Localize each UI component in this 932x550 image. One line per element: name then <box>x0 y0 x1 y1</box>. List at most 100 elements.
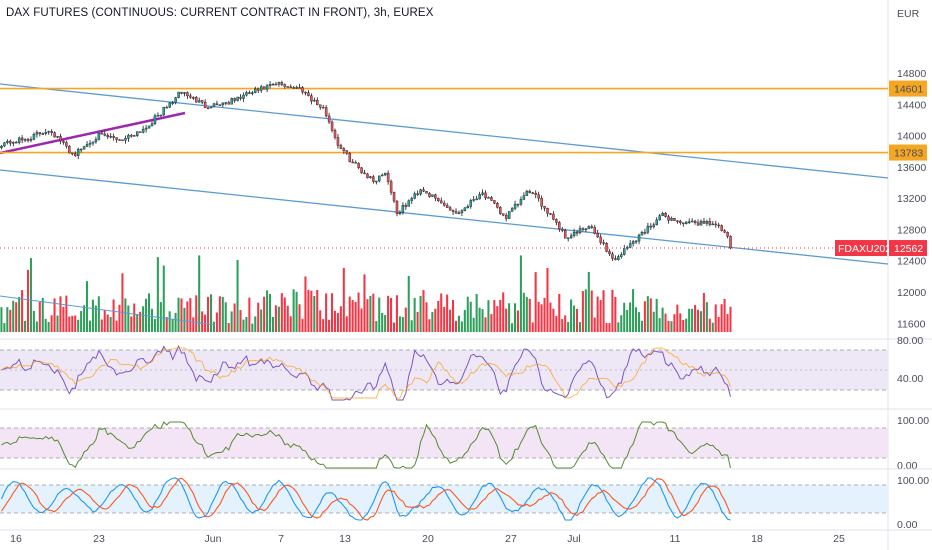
volume-bar <box>466 296 469 332</box>
candle-body <box>0 145 3 148</box>
candle-body <box>259 86 263 91</box>
candle-body <box>575 232 579 234</box>
candle-body <box>97 132 101 140</box>
candle-body <box>451 209 455 212</box>
volume-bar <box>271 317 274 332</box>
volume-bar <box>342 267 345 332</box>
volume-bar <box>564 315 567 332</box>
candle-body <box>389 181 393 193</box>
volume-bar <box>493 300 496 332</box>
oscillator-tick-label: 100.00 <box>897 475 929 487</box>
volume-bar <box>664 313 667 332</box>
candle-body <box>23 139 27 141</box>
candle-body <box>12 141 15 144</box>
volume-bar <box>286 305 289 332</box>
rsi-signal-line <box>1 347 731 399</box>
time-tick-label: 16 <box>10 533 22 545</box>
candle-body <box>655 219 658 226</box>
candle-body <box>203 102 207 109</box>
candle-body <box>690 220 694 223</box>
volume-bar <box>655 298 658 332</box>
volume-bar <box>26 269 30 332</box>
candle-body <box>209 106 213 109</box>
volume-bar <box>115 320 118 332</box>
candle-body <box>623 248 626 255</box>
candle-body <box>504 215 508 219</box>
candle-body <box>502 213 505 216</box>
candle-body <box>59 136 62 142</box>
volume-bar <box>263 296 266 332</box>
candle-body <box>32 133 36 140</box>
candle-body <box>525 190 529 196</box>
candle-body <box>699 220 703 226</box>
candle-body <box>136 131 139 136</box>
volume-bar <box>413 297 416 332</box>
candle-body <box>445 205 449 208</box>
volume-bar <box>248 297 251 332</box>
oscillator-tick-label: 40.00 <box>897 373 923 385</box>
last-price-tag <box>889 240 927 257</box>
volume-bar <box>531 322 534 332</box>
candle-body <box>378 175 381 182</box>
volume-bar <box>617 322 620 332</box>
volume-bar <box>124 298 127 332</box>
candle-body <box>121 139 124 142</box>
candle-body <box>404 205 408 207</box>
candle-body <box>693 220 697 223</box>
time-tick-label: 7 <box>278 533 284 545</box>
volume-bar <box>508 303 511 332</box>
volume-bar <box>29 258 32 332</box>
volume-bar <box>221 296 224 332</box>
candle-body <box>141 128 145 133</box>
volume-bar <box>127 305 130 332</box>
volume-bar <box>142 306 145 332</box>
volume-bar <box>351 300 354 332</box>
volume-bar <box>83 305 86 332</box>
candle-body <box>242 94 245 99</box>
support-line <box>0 111 186 155</box>
candle-body <box>584 228 588 231</box>
volume-bar <box>390 297 393 332</box>
volume-bar <box>596 296 599 332</box>
volume-bar <box>147 293 151 332</box>
price-tick-label: 11600 <box>897 318 926 330</box>
candle-body <box>363 172 366 175</box>
candle-body <box>555 219 558 223</box>
volume-bar <box>212 321 215 332</box>
volume-bar <box>694 305 697 332</box>
time-tick-label: 27 <box>505 533 517 545</box>
candle-body <box>628 243 632 248</box>
candle-body <box>295 87 298 89</box>
candle-body <box>227 102 230 105</box>
candle-body <box>35 132 39 135</box>
candle-body <box>159 114 163 117</box>
candle-body <box>558 222 561 230</box>
volume-bar <box>552 308 555 332</box>
oscillator-tick-label: 80.00 <box>897 335 923 347</box>
volume-bar <box>696 309 700 332</box>
candle-body <box>321 107 325 109</box>
volume-bar <box>626 309 629 332</box>
volume-bar <box>94 305 97 332</box>
volume-bar <box>428 319 431 332</box>
volume-bar <box>711 322 714 332</box>
candle-body <box>475 198 478 201</box>
candle-body <box>519 199 523 205</box>
candle-body <box>386 172 390 182</box>
volume-bar <box>561 319 564 332</box>
volume-bar <box>56 315 59 332</box>
volume-bar <box>516 310 519 332</box>
volume-bar <box>316 289 319 332</box>
candle-body <box>38 132 42 134</box>
candle-body <box>342 148 346 151</box>
candle-body <box>53 132 56 138</box>
volume-bar <box>345 316 348 332</box>
volume-bar <box>434 308 437 332</box>
candle-body <box>82 146 86 150</box>
candle-body <box>720 225 723 231</box>
level-label: 13783 <box>894 148 923 160</box>
candle-body <box>324 107 328 117</box>
volume-bar <box>177 297 180 332</box>
candle-body <box>127 135 130 139</box>
